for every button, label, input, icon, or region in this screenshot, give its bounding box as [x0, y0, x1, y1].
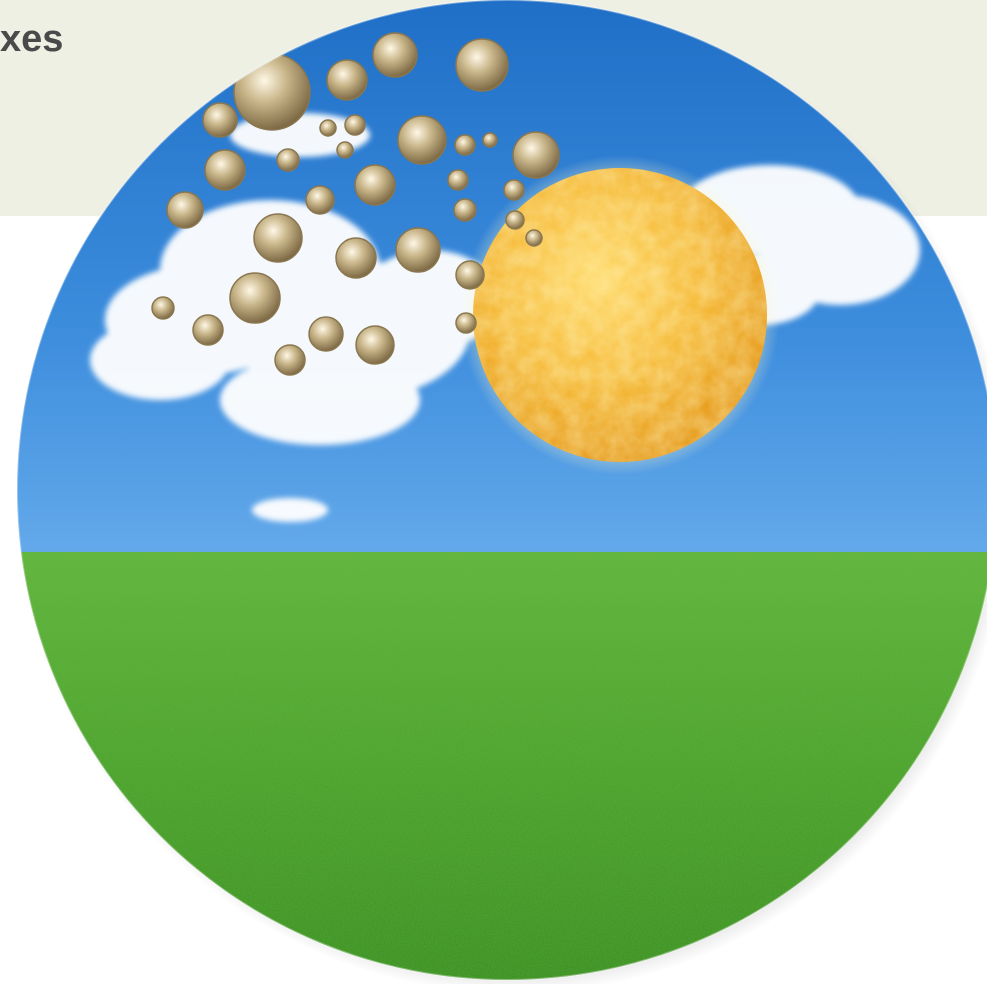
slide-title: xes [0, 18, 64, 60]
pollen-bubbles [151, 32, 560, 376]
